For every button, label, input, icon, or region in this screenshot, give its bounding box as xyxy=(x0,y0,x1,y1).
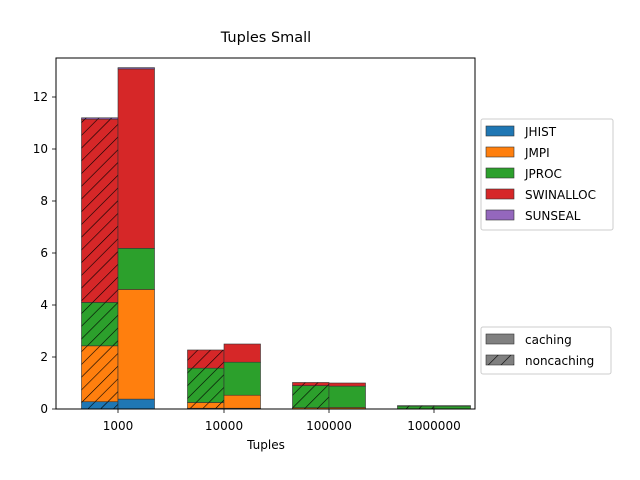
bar-swinalloc-caching-1000000 xyxy=(433,405,471,407)
x-tick-label: 1000000 xyxy=(407,419,460,433)
chart-title: Tuples Small xyxy=(220,30,311,46)
bar-jproc-noncaching-1000000-hatch xyxy=(397,405,434,409)
y-axis: 0 2 4 6 8 10 12 xyxy=(33,90,56,416)
legend-swatch-sunseal xyxy=(485,209,515,221)
bar-swinalloc-noncaching-100000-hatch xyxy=(292,382,329,386)
x-tick-label: 10000 xyxy=(205,419,243,433)
legend-label-jproc: JPROC xyxy=(524,167,562,181)
bar-jproc-noncaching-10000-hatch xyxy=(187,368,224,403)
bar-jproc-caching-10000 xyxy=(223,361,261,396)
series-legend: JHIST JMPI JPROC SWINALLOC SUNSEAL xyxy=(480,118,614,231)
bar-jmpi-noncaching-100000-hatch xyxy=(292,407,329,409)
bar-jmpi-caching-1000 xyxy=(117,289,155,400)
bars-layer xyxy=(81,67,471,410)
bar-jmpi-noncaching-10000-hatch xyxy=(187,402,224,409)
x-axis-label: Tuples xyxy=(246,438,285,452)
bar-jhist-caching-1000 xyxy=(117,398,155,410)
x-tick-label: 100000 xyxy=(306,419,352,433)
bar-swinalloc-caching-10000 xyxy=(223,343,261,363)
hatch-legend: caching noncaching xyxy=(480,326,612,375)
legend-swatch-caching xyxy=(485,333,515,345)
legend-swatch-jproc xyxy=(485,167,515,179)
legend-swatch-jmpi xyxy=(485,146,515,158)
bar-jmpi-noncaching-1000-hatch xyxy=(81,345,118,402)
y-tick-label: 10 xyxy=(33,142,48,156)
bar-swinalloc-noncaching-10000-hatch xyxy=(187,349,224,369)
y-tick-label: 12 xyxy=(33,90,48,104)
y-tick-label: 6 xyxy=(40,246,48,260)
y-tick-label: 0 xyxy=(40,402,48,416)
x-axis: 1000 10000 100000 1000000 xyxy=(103,409,461,433)
plot-frame xyxy=(55,57,476,410)
legend-label-jhist: JHIST xyxy=(524,125,557,139)
legend-label-noncaching: noncaching xyxy=(525,354,594,368)
bar-jproc-caching-100000 xyxy=(328,385,366,408)
y-tick-label: 8 xyxy=(40,194,48,208)
y-tick-label: 2 xyxy=(40,350,48,364)
bar-jproc-noncaching-100000-hatch xyxy=(292,385,329,408)
bar-jproc-noncaching-1000-hatch xyxy=(81,302,118,346)
bar-sunseal-caching-1000 xyxy=(117,67,155,70)
bar-sunseal-noncaching-1000-hatch xyxy=(81,117,118,120)
legend-swatch-swinalloc xyxy=(485,188,515,200)
bar-jhist-noncaching-1000-hatch xyxy=(81,401,118,409)
bar-swinalloc-caching-100000 xyxy=(328,382,366,387)
legend-label-sunseal: SUNSEAL xyxy=(525,209,581,223)
legend-label-jmpi: JMPI xyxy=(524,146,550,160)
bar-jproc-caching-1000 xyxy=(117,248,155,290)
bar-swinalloc-noncaching-1000-hatch xyxy=(81,119,118,303)
bar-swinalloc-noncaching-1000000-hatch xyxy=(397,405,434,407)
bar-jmpi-caching-10000 xyxy=(223,394,261,409)
legend-label-swinalloc: SWINALLOC xyxy=(525,188,596,202)
x-tick-label: 1000 xyxy=(103,419,134,433)
legend-swatch-noncaching-hatch xyxy=(486,355,514,365)
y-tick-label: 4 xyxy=(40,298,48,312)
legend-label-caching: caching xyxy=(525,333,572,347)
bar-swinalloc-caching-1000 xyxy=(117,68,155,249)
legend-swatch-jhist xyxy=(485,125,515,137)
